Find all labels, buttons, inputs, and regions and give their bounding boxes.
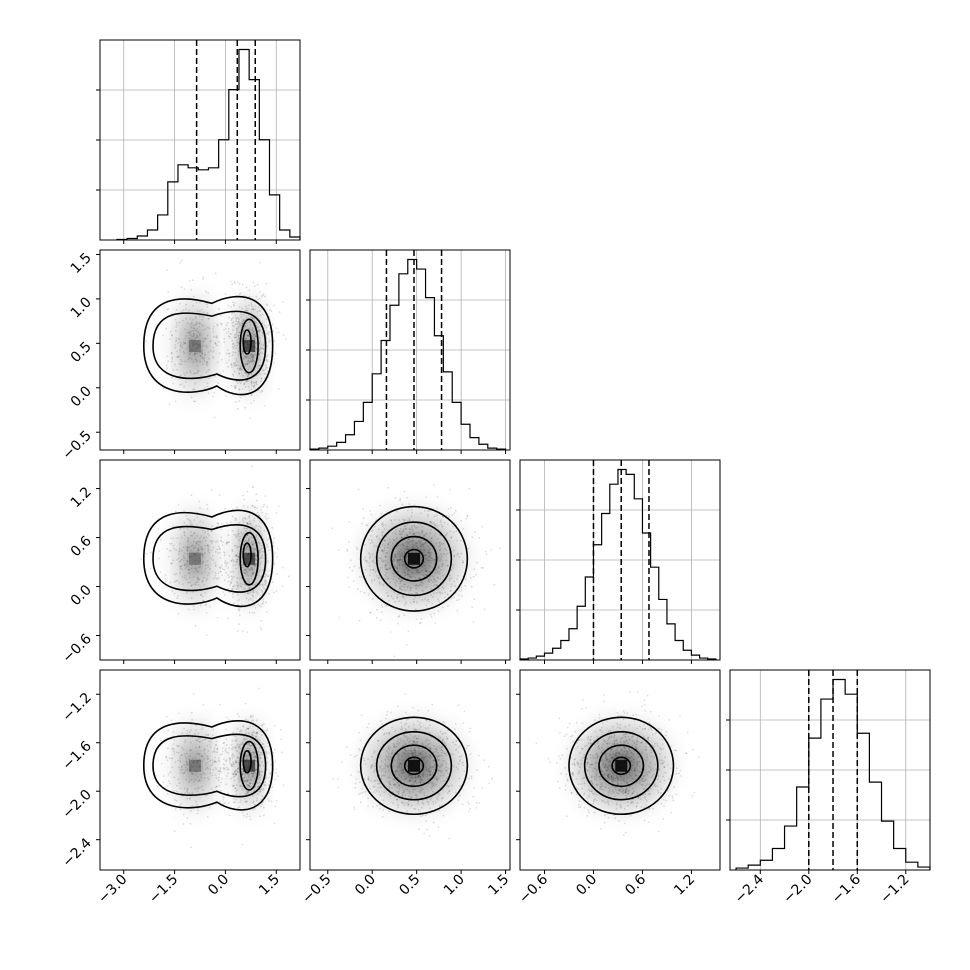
y-tick-label: 1.2 — [68, 484, 95, 511]
contour-line — [375, 521, 453, 597]
contour-line — [152, 310, 267, 381]
axes-frame — [99, 249, 301, 451]
y-tick-label: −2.4 — [59, 835, 94, 870]
contour-line — [568, 716, 675, 816]
histogram-step-2 — [519, 468, 717, 660]
density-panel-0-3 — [99, 669, 301, 871]
histogram-panel-2 — [516, 459, 721, 661]
density-panel-2-3 — [519, 669, 721, 871]
y-tick-label: 0.6 — [68, 533, 95, 560]
axes-frame — [519, 459, 721, 661]
x-tick-label: 0.6 — [622, 871, 649, 898]
contour-line — [142, 295, 274, 396]
contour-line — [152, 733, 267, 798]
contour-line — [242, 329, 252, 355]
axes-frame — [309, 459, 511, 661]
x-tick-label: −1.2 — [877, 872, 912, 907]
x-tick-label: −1.5 — [146, 872, 181, 907]
y-tick-label: 0.5 — [68, 339, 95, 366]
contour-line — [142, 720, 274, 811]
x-tick-label: 0.5 — [396, 872, 423, 899]
y-tick-label: −1.2 — [59, 690, 94, 725]
x-tick-label: 0.0 — [573, 872, 600, 899]
y-tick-label: 1.5 — [68, 250, 95, 277]
x-tick-label: 0.0 — [352, 872, 379, 899]
y-tick-label: −0.5 — [59, 428, 94, 463]
contour-line — [611, 756, 632, 776]
x-tick-label: −0.5 — [299, 872, 334, 907]
contour-line — [359, 716, 469, 816]
density-panel-0-2 — [99, 459, 301, 661]
contour-line — [403, 548, 425, 569]
axes-frame — [729, 669, 931, 871]
axes-frame — [309, 249, 511, 451]
x-tick-label: −2.0 — [780, 872, 815, 907]
density-panel-0-1 — [99, 249, 301, 451]
density-peak — [408, 759, 420, 772]
x-tick-label: −2.4 — [732, 871, 767, 906]
contour-line — [583, 731, 659, 801]
y-tick-label: −1.6 — [59, 738, 94, 773]
x-tick-label: 1.0 — [441, 872, 468, 899]
density-peak — [408, 552, 420, 565]
axes-frame — [99, 459, 301, 661]
density-panel-1-2 — [309, 459, 511, 661]
contour-line — [359, 505, 469, 612]
density-peak — [615, 759, 628, 772]
histogram-panel-0 — [96, 39, 301, 241]
axes-frame — [99, 669, 301, 871]
y-tick-label: −0.6 — [59, 631, 94, 666]
x-tick-label: −0.6 — [516, 871, 551, 906]
density-peak — [188, 759, 201, 772]
axes-frame — [309, 669, 511, 871]
contour-line — [239, 740, 259, 791]
contour-line — [375, 731, 453, 801]
contour-line — [242, 542, 252, 568]
y-tick-label: 0.0 — [68, 383, 95, 410]
contour-line — [152, 524, 267, 593]
x-tick-label: −1.6 — [829, 871, 864, 906]
contour-line — [239, 531, 259, 586]
y-tick-label: −2.0 — [59, 787, 94, 822]
density-panel-1-3 — [309, 669, 511, 871]
axes-frame — [519, 669, 721, 871]
contour-line — [403, 756, 425, 776]
contour-line — [598, 744, 645, 788]
histogram-panel-1 — [306, 249, 511, 451]
contour-line — [239, 318, 259, 374]
contour-line — [390, 744, 438, 788]
density-peak — [243, 340, 256, 352]
x-tick-label: 0.0 — [205, 872, 232, 899]
x-tick-label: 1.2 — [671, 872, 698, 899]
histogram-step-0 — [116, 48, 301, 241]
contour-line — [390, 535, 438, 582]
x-tick-label: 1.5 — [485, 872, 512, 899]
y-tick-label: 1.0 — [68, 294, 95, 321]
histogram-panel-3 — [726, 669, 931, 871]
density-peak — [243, 759, 256, 772]
density-peak — [188, 552, 201, 565]
contour-line — [142, 509, 274, 608]
x-tick-label: 1.5 — [256, 872, 283, 899]
axes-frame — [99, 39, 301, 241]
x-tick-label: −3.0 — [95, 872, 130, 907]
contour-line — [242, 750, 252, 774]
density-peak — [243, 552, 256, 565]
density-peak — [188, 340, 201, 352]
histogram-step-1 — [309, 258, 507, 450]
y-tick-label: 0.0 — [68, 582, 95, 609]
